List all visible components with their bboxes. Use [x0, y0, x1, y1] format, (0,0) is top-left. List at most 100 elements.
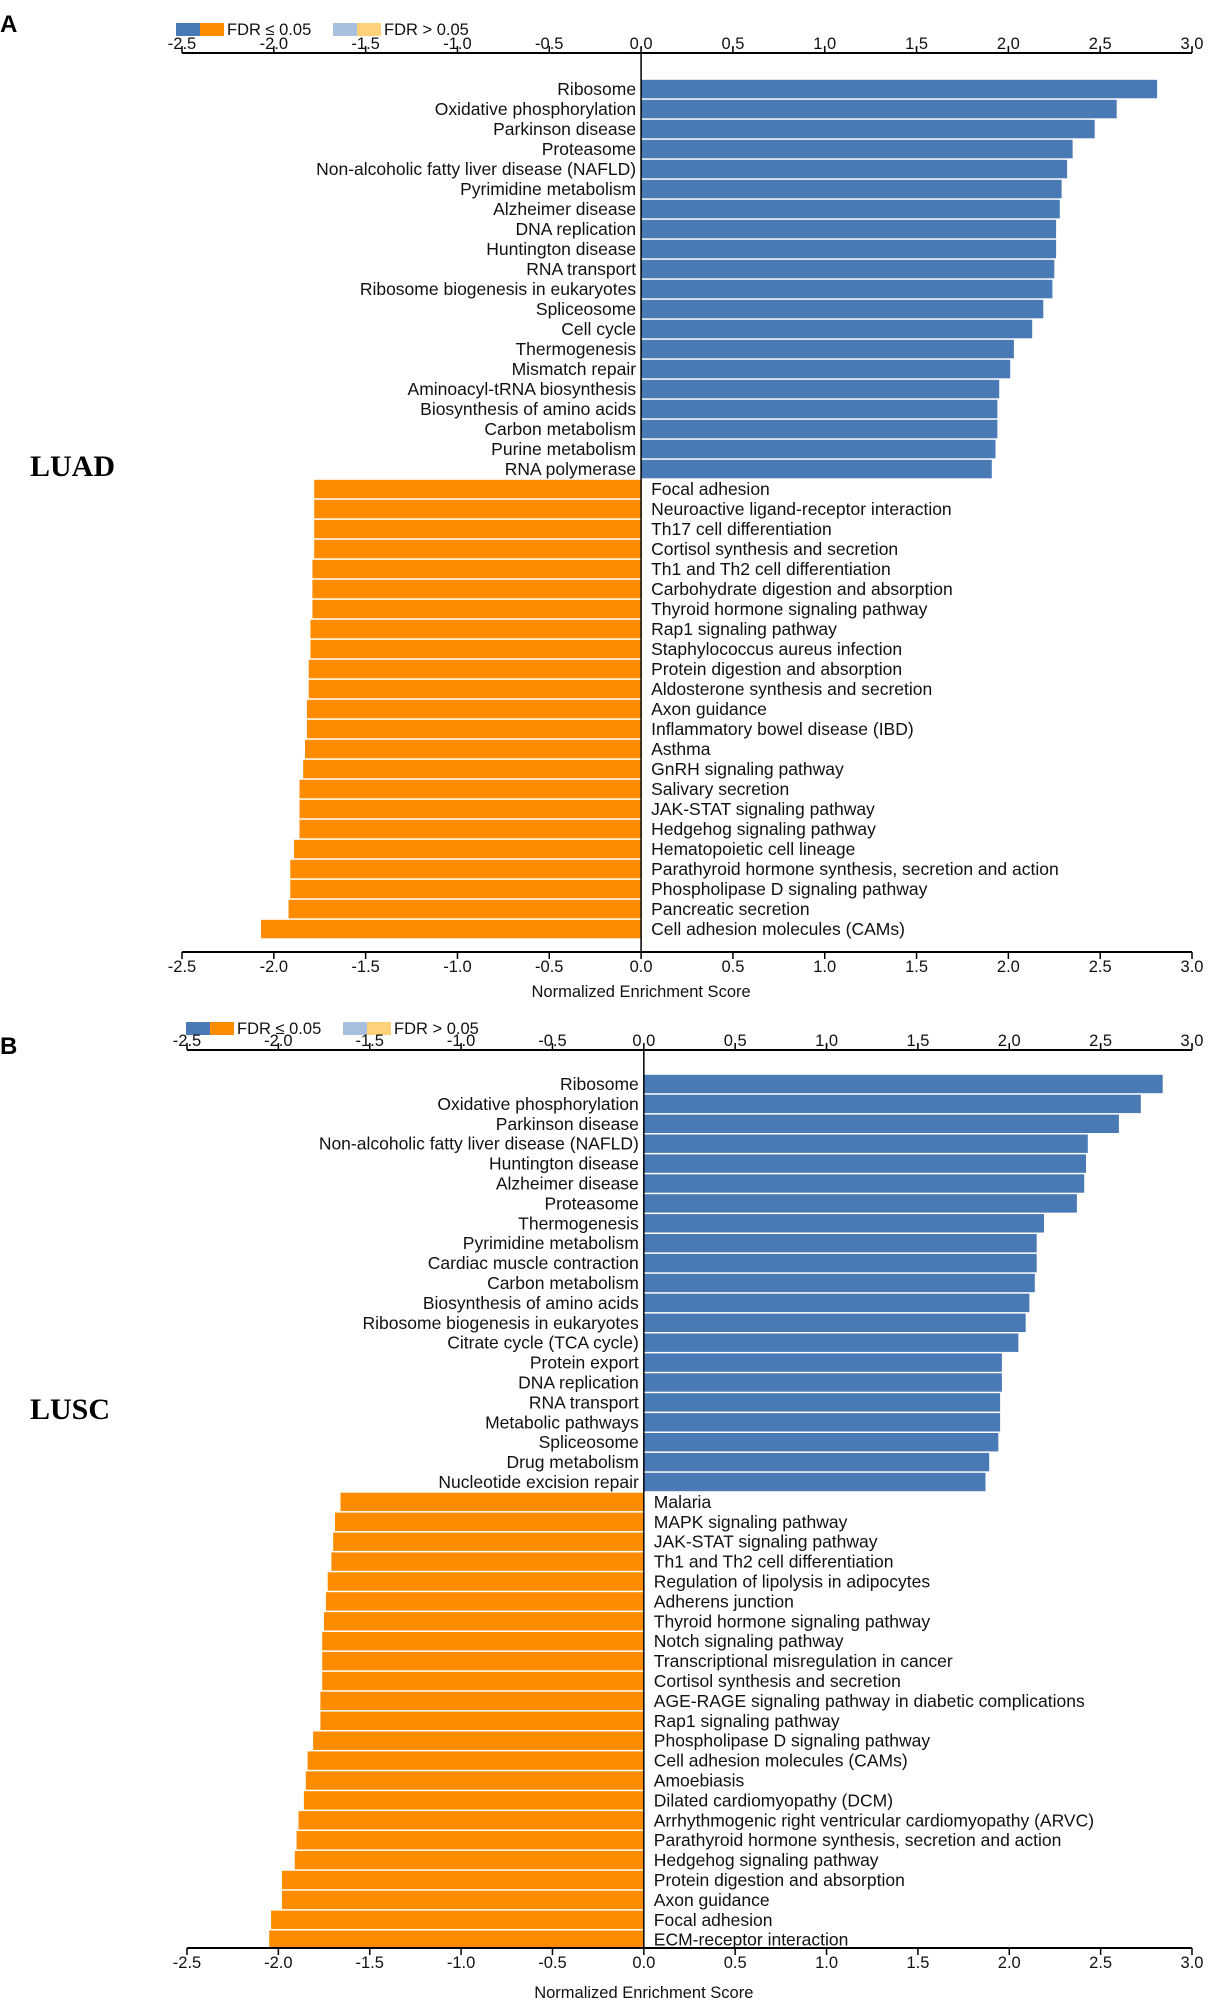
category-label: Malaria	[654, 1492, 712, 1512]
bar	[269, 1930, 644, 1949]
tick-label: -2.5	[173, 1954, 201, 1972]
bar	[641, 239, 1057, 259]
bar	[643, 1194, 1077, 1213]
tick-label: 1.0	[815, 1032, 838, 1050]
bar	[310, 619, 641, 639]
bar	[643, 1413, 1001, 1432]
bar	[641, 259, 1055, 279]
category-label: Oxidative phosphorylation	[435, 99, 636, 119]
bar	[641, 339, 1014, 359]
tick-label: -1.5	[351, 958, 379, 976]
bar	[306, 699, 642, 719]
x-axis-title: Normalized Enrichment Score	[534, 1984, 753, 2002]
legend-swatch-positive-significant	[176, 23, 200, 36]
category-label: Mismatch repair	[512, 359, 637, 379]
category-label: Rap1 signaling pathway	[654, 1711, 840, 1731]
category-label: Cell adhesion molecules (CAMs)	[651, 919, 905, 939]
category-label: GnRH signaling pathway	[651, 759, 844, 779]
bar	[282, 1890, 644, 1910]
category-label: DNA replication	[518, 1373, 639, 1393]
bar	[641, 159, 1068, 179]
category-label: Oxidative phosphorylation	[437, 1094, 638, 1114]
bar	[294, 1850, 644, 1870]
legend-swatch-negative-significant	[210, 1022, 234, 1035]
tick-label: 2.5	[1089, 35, 1112, 53]
bar	[641, 119, 1095, 139]
tick-label: 2.0	[997, 35, 1020, 53]
category-label: Transcriptional misregulation in cancer	[654, 1651, 953, 1671]
category-label: Pancreatic secretion	[651, 899, 810, 919]
bar	[643, 1114, 1119, 1133]
bar	[282, 1870, 644, 1890]
tick-label: 3.0	[1181, 958, 1204, 976]
category-label: Th1 and Th2 cell differentiation	[654, 1552, 894, 1572]
bar	[641, 359, 1011, 379]
bar	[298, 1811, 644, 1830]
bar	[643, 1313, 1026, 1332]
category-label: Neuroactive ligand-receptor interaction	[651, 499, 952, 519]
bar	[641, 319, 1033, 339]
top-x-axis: -2.5 -2.0 -1.5 -1.0 -0.5 0.0 0.5 1.0 1.5 2.0 2.5 3.…	[173, 1032, 1203, 1051]
bar	[327, 1572, 644, 1591]
bottom-x-axis: -2.5 -2.0 -1.5 -1.0 -0.5 0.0 0.5 1.0 1.5 2.0 2.5 3.…	[168, 951, 1204, 976]
tick-label: -1.5	[356, 1954, 384, 1972]
bar	[261, 919, 642, 939]
category-label: AGE-RAGE signaling pathway in diabetic c…	[654, 1691, 1085, 1711]
category-label: Parathyroid hormone synthesis, secretion…	[654, 1830, 1062, 1850]
category-label: Focal adhesion	[654, 1910, 773, 1930]
category-label: Spliceosome	[536, 299, 636, 319]
category-label: Alzheimer disease	[496, 1174, 639, 1194]
tick-label: 0.0	[632, 1954, 655, 1972]
tick-label: -1.0	[443, 958, 471, 976]
bar	[641, 79, 1158, 99]
category-label: Ribosome	[560, 1074, 639, 1094]
tick-label: 0.5	[721, 958, 744, 976]
tick-label: -1.5	[356, 1032, 384, 1050]
bar	[296, 1831, 644, 1850]
tick-label: -0.5	[535, 958, 563, 976]
category-label: DNA replication	[515, 219, 636, 239]
panel-b: B LUSC FDR ≤ 0.05 FDR > 0.05 RibosomeOxidati…	[0, 1020, 1203, 2002]
category-label: Rap1 signaling pathway	[651, 619, 837, 639]
bars	[269, 1074, 1163, 1949]
bar	[308, 659, 642, 679]
bar	[641, 379, 1000, 399]
category-label: Cardiac muscle contraction	[428, 1253, 639, 1273]
bar	[643, 1333, 1019, 1352]
bar	[322, 1671, 644, 1691]
bar	[643, 1373, 1002, 1392]
category-label: RNA transport	[526, 259, 636, 279]
bottom-x-axis: -2.5 -2.0 -1.5 -1.0 -0.5 0.0 0.5 1.0 1.5 2.0 2.5 3.…	[173, 1947, 1203, 1972]
category-label: Axon guidance	[654, 1890, 770, 1910]
tick-label: 2.5	[1089, 1032, 1112, 1050]
category-label: Cortisol synthesis and secretion	[651, 539, 898, 559]
category-label: Regulation of lipolysis in adipocytes	[654, 1572, 931, 1592]
top-x-axis: -2.5 -2.0 -1.5 -1.0 -0.5 0.0 0.5 1.0 1.5 2.0 2.5 3.…	[168, 35, 1203, 54]
tick-label: 0.0	[630, 958, 653, 976]
category-label: Salivary secretion	[651, 779, 789, 799]
category-label: Proteasome	[544, 1193, 638, 1213]
bars	[261, 79, 1158, 939]
bar	[320, 1711, 644, 1730]
bar	[305, 1771, 644, 1790]
x-axis-title: Normalized Enrichment Score	[532, 983, 751, 1001]
category-label: Th1 and Th2 cell differentiation	[651, 559, 891, 579]
legend-swatch-negative-significant	[200, 23, 224, 36]
category-label: Pyrimidine metabolism	[463, 1233, 639, 1253]
bar	[288, 899, 642, 919]
bar	[643, 1214, 1044, 1233]
tick-label: 1.0	[815, 1954, 838, 1972]
tick-label: -2.5	[173, 1032, 201, 1050]
category-label: Focal adhesion	[651, 479, 770, 499]
category-label: Staphylococcus aureus infection	[651, 639, 902, 659]
category-label: ECM-receptor interaction	[654, 1930, 849, 1950]
panel-label: B	[0, 1033, 17, 1060]
bar	[643, 1273, 1035, 1293]
category-label: Ribosome biogenesis in eukaryotes	[360, 279, 637, 299]
bar	[312, 579, 642, 599]
bar	[305, 739, 642, 759]
bar	[299, 779, 642, 799]
bar	[643, 1452, 990, 1472]
bar	[643, 1234, 1037, 1253]
